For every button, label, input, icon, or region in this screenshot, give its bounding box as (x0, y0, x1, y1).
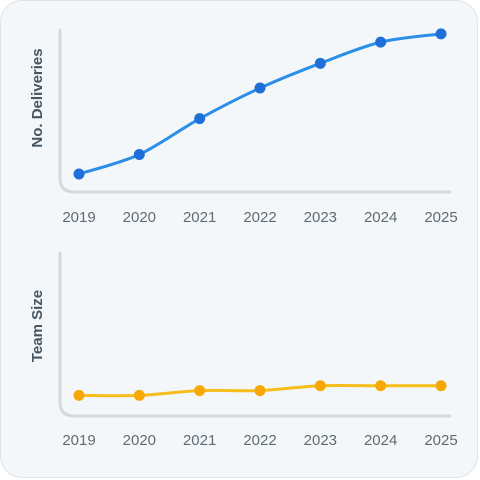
chart1-data-point (254, 82, 266, 94)
chart1-axis (58, 28, 452, 194)
chart1-data-point (194, 113, 206, 125)
chart2-data-point (314, 380, 326, 392)
chart1-x-tick: 2024 (364, 209, 397, 226)
chart2-x-ticks: 2019 2020 2021 2022 2023 2024 2025 (62, 432, 457, 449)
chart1-x-tick: 2019 (62, 209, 95, 226)
chart1-data-point (375, 36, 387, 48)
chart2-data-point (194, 385, 206, 397)
chart2-data-point (375, 380, 387, 392)
chart2-x-tick: 2022 (243, 432, 276, 449)
chart2-data-point (133, 389, 145, 401)
chart2-data-point (254, 385, 266, 397)
chart1-series (73, 28, 447, 180)
chart1-x-tick: 2021 (183, 209, 216, 226)
chart1-series-line (78, 32, 442, 176)
chart1-x-ticks: 2019 2020 2021 2022 2023 2024 2025 (62, 209, 457, 226)
chart2-x-tick: 2023 (304, 432, 337, 449)
chart2-x-tick: 2024 (364, 432, 397, 449)
chart1-data-point (314, 57, 326, 69)
chart-deliveries: No. Deliveries 2019 2020 2021 2022 2023 2024 2… (29, 28, 458, 226)
chart1-x-tick: 2025 (424, 209, 457, 226)
chart2-ylabel: Team Size (29, 290, 46, 362)
chart-team-size: Team Size 2019 2020 2021 2022 2023 2024 2025 (29, 251, 458, 449)
chart1-x-tick: 2022 (243, 209, 276, 226)
chart1-data-point (435, 28, 447, 40)
chart1-data-point (73, 168, 85, 180)
chart2-x-tick: 2019 (62, 432, 95, 449)
chart2-series (73, 380, 447, 401)
chart1-ylabel: No. Deliveries (29, 48, 46, 147)
chart2-data-point (435, 380, 447, 392)
chart2-x-tick: 2020 (123, 432, 156, 449)
chart2-x-tick: 2021 (183, 432, 216, 449)
chart1-x-tick: 2023 (304, 209, 337, 226)
chart1-x-tick: 2020 (123, 209, 156, 226)
chart2-axis (58, 251, 452, 418)
chart1-data-point (133, 148, 145, 160)
chart2-data-point (73, 389, 85, 401)
chart2-x-tick: 2025 (424, 432, 457, 449)
